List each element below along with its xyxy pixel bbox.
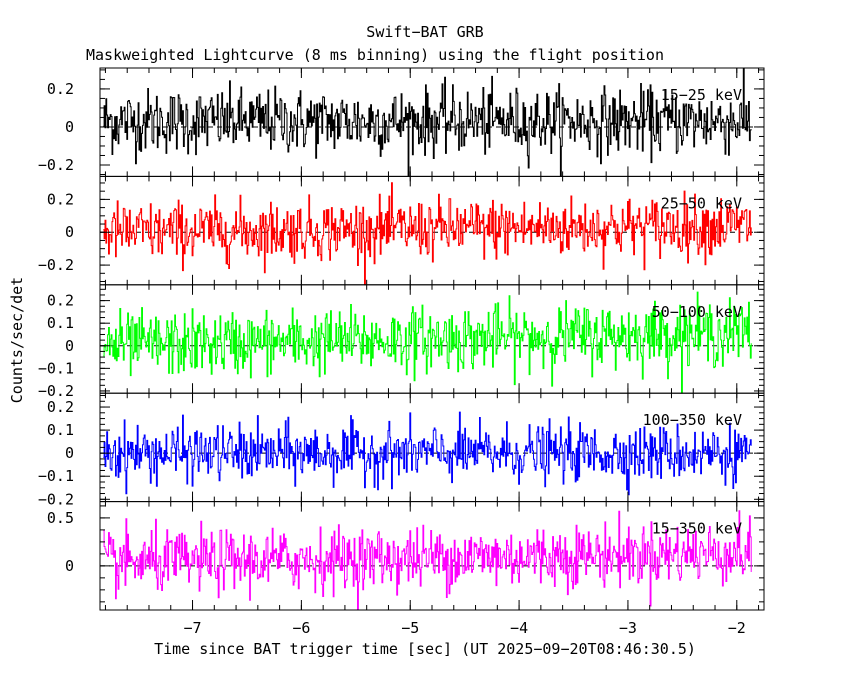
- y-tick-label: −0.1: [38, 359, 74, 377]
- x-tick-label: −5: [401, 619, 419, 637]
- series-trace: [103, 67, 752, 177]
- y-tick-label: 0: [65, 444, 74, 462]
- y-tick-label: −0.2: [38, 490, 74, 508]
- chart-subtitle: Maskweighted Lightcurve (8 ms binning) u…: [86, 46, 664, 64]
- y-tick-label: 0: [65, 557, 74, 575]
- x-tick-label: −6: [292, 619, 310, 637]
- y-tick-label: 0: [65, 337, 74, 355]
- panel-2: 25−50 keV −0.2 0 0.2: [38, 175, 765, 286]
- y-tick-label: −0.1: [38, 467, 74, 485]
- panel-4: 100−350 keV −0.2 −0.1 0 0.1 0.2: [38, 392, 765, 508]
- y-tick-label: 0.2: [47, 190, 74, 208]
- series-trace: [103, 510, 752, 611]
- band-label: 15−350 keV: [652, 520, 742, 538]
- chart-title: Swift−BAT GRB: [366, 23, 483, 41]
- x-tick-label: −7: [183, 619, 201, 637]
- y-tick-label: 0.2: [47, 398, 74, 416]
- y-tick-label: −0.2: [38, 156, 74, 174]
- band-label: 25−50 keV: [661, 194, 742, 212]
- x-axis-label: Time since BAT trigger time [sec] (UT 20…: [154, 640, 696, 658]
- y-axis-label: Counts/sec/det: [8, 277, 26, 403]
- y-tick-label: 0: [65, 118, 74, 136]
- x-tick-label: −4: [510, 619, 528, 637]
- y-tick-label: 0.1: [47, 421, 74, 439]
- series-trace: [103, 291, 752, 394]
- panels-group: 15−25 keV−0.200.225−50 keV−0.200.250−100…: [38, 67, 765, 611]
- y-tick-label: 0.2: [47, 80, 74, 98]
- y-tick-label: 0.5: [47, 509, 74, 527]
- panel-1: 15−25 keV −0.2 0 0.2: [38, 67, 765, 177]
- y-tick-label: −0.2: [38, 382, 74, 400]
- series-trace: [103, 411, 752, 496]
- y-tick-label: 0: [65, 223, 74, 241]
- y-tick-label: 0.1: [47, 314, 74, 332]
- band-label: 100−350 keV: [643, 411, 742, 429]
- x-tick-label: −3: [619, 619, 637, 637]
- band-label: 15−25 keV: [661, 86, 742, 104]
- x-tick-label: −2: [728, 619, 746, 637]
- panel-3: 50−100 keV −0.2 −0.1 0 0.1 0.2: [38, 284, 765, 400]
- panel-5: 15−350 keV 0 0.5: [47, 501, 765, 611]
- band-label: 50−100 keV: [652, 303, 742, 321]
- y-tick-label: 0.2: [47, 292, 74, 310]
- series-trace: [103, 182, 752, 286]
- x-axis: −7 −6 −5 −4 −3 −2: [183, 619, 745, 637]
- y-tick-label: −0.2: [38, 256, 74, 274]
